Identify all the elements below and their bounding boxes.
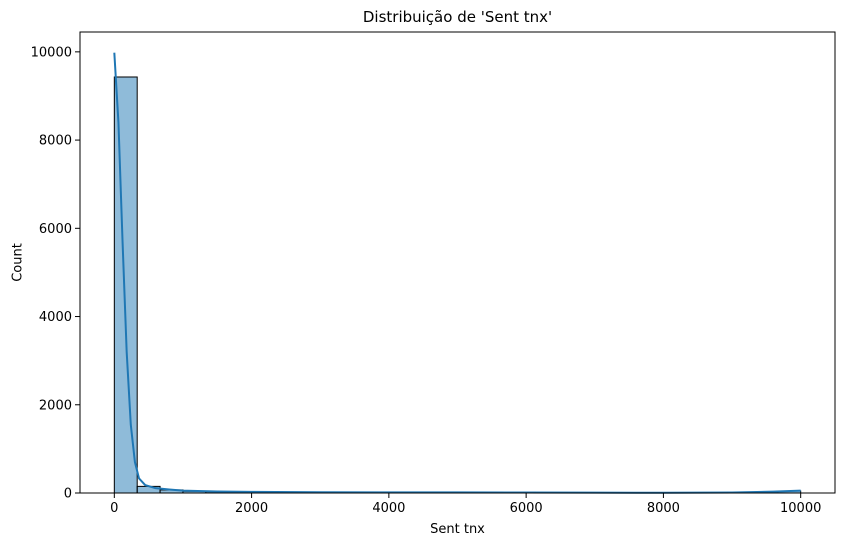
x-axis-label: Sent tnx	[430, 522, 485, 537]
y-tick-label: 6000	[39, 222, 72, 237]
x-tick-label: 6000	[510, 501, 543, 516]
y-tick-label: 0	[64, 487, 72, 502]
y-tick-label: 4000	[39, 310, 72, 325]
histogram-bars	[113, 76, 802, 494]
y-tick-label: 10000	[31, 45, 72, 60]
y-tick-label: 8000	[39, 134, 72, 149]
x-axis-ticks: 0 2000 4000 6000 8000 10000	[110, 493, 821, 516]
x-tick-label: 4000	[372, 501, 405, 516]
y-tick-label: 2000	[39, 398, 72, 413]
chart-title: Distribuição de 'Sent tnx'	[363, 8, 552, 26]
x-tick-label: 0	[110, 501, 118, 516]
histogram-bar	[113, 76, 138, 494]
y-axis-label: Count	[11, 243, 26, 282]
plot-frame	[79, 31, 836, 494]
kde-curve	[113, 52, 801, 494]
x-tick-label: 10000	[780, 501, 821, 516]
x-tick-label: 8000	[647, 501, 680, 516]
y-axis-ticks: 0 2000 4000 6000 8000 10000	[31, 45, 80, 502]
x-tick-label: 2000	[235, 501, 268, 516]
